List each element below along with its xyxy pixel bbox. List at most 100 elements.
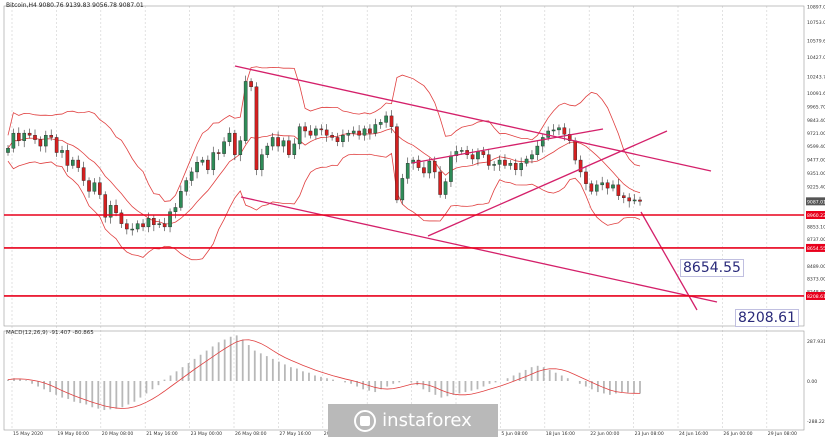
candle-body bbox=[416, 159, 421, 168]
time-tick-label: 23 Jun 08:00 bbox=[635, 431, 664, 437]
candle-body bbox=[249, 81, 253, 88]
trendline-5 bbox=[640, 211, 698, 311]
candle-body bbox=[135, 223, 140, 230]
candle-body bbox=[594, 184, 599, 192]
candle-body bbox=[152, 218, 156, 225]
candle-body bbox=[368, 128, 372, 134]
candle-body bbox=[297, 126, 302, 145]
candle-body bbox=[578, 159, 583, 173]
candle-body bbox=[492, 164, 496, 166]
time-tick-label: 29 Jun 08:00 bbox=[768, 431, 797, 437]
macd-panel: 287.931 0.00 -288.228 bbox=[7, 335, 825, 425]
candle-body bbox=[508, 163, 513, 166]
candle-body bbox=[292, 143, 297, 155]
candle-body bbox=[71, 159, 75, 166]
band-middle bbox=[7, 128, 641, 225]
time-tick-label: 21 May 16:00 bbox=[146, 431, 178, 437]
candle-body bbox=[481, 151, 486, 155]
price-tick-label: 8373.00 bbox=[807, 276, 825, 282]
candle-body bbox=[49, 135, 54, 138]
candle-body bbox=[119, 212, 124, 224]
candle-body bbox=[27, 132, 32, 136]
candle-body bbox=[308, 130, 313, 136]
candle-body bbox=[627, 197, 631, 202]
candle-body bbox=[38, 139, 43, 147]
price-tick-label: 10091.60 bbox=[807, 91, 825, 97]
candle-body bbox=[189, 171, 194, 181]
price-tick-label: 10579.60 bbox=[807, 39, 825, 45]
candle-body bbox=[405, 163, 410, 179]
time-tick-label: 26 May 08:00 bbox=[235, 431, 267, 437]
macd-label: MACD(12,26,9) -91.407 -80.865 bbox=[6, 330, 94, 336]
price-tick-label: 9965.70 bbox=[807, 105, 825, 111]
candle-body bbox=[60, 150, 64, 153]
grid bbox=[3, 5, 805, 431]
candle-body bbox=[638, 199, 642, 202]
time-tick-label: 20 May 08:00 bbox=[102, 431, 134, 437]
candle-body bbox=[162, 223, 167, 228]
target-callout-2: 8208.61 bbox=[735, 309, 799, 327]
candle-body bbox=[503, 159, 507, 166]
candle-body bbox=[611, 184, 615, 189]
candle-body bbox=[103, 194, 108, 218]
candle-body bbox=[130, 228, 135, 231]
candle-body bbox=[179, 191, 183, 208]
candle-body bbox=[432, 160, 437, 173]
price-tick-label: 8737.00 bbox=[807, 237, 825, 243]
candle-body bbox=[519, 163, 523, 170]
price-tick-label: 10753.00 bbox=[807, 20, 825, 26]
time-tick-label: 24 Jun 16:00 bbox=[679, 431, 708, 437]
candle-body bbox=[351, 130, 356, 134]
price-tick-label: 8489.00 bbox=[807, 264, 825, 270]
candle-body bbox=[76, 159, 81, 168]
time-tick-label: 5 Jun 08:00 bbox=[501, 431, 527, 437]
candle-body bbox=[513, 163, 518, 170]
price-tag-bg bbox=[806, 210, 825, 219]
candle-body bbox=[357, 130, 361, 136]
candle-body bbox=[540, 137, 545, 147]
candle-body bbox=[233, 132, 237, 155]
candle-body bbox=[173, 207, 178, 212]
macd-tick-label: 0.00 bbox=[807, 379, 817, 385]
candle-body bbox=[114, 205, 118, 214]
candle-body bbox=[287, 140, 291, 155]
price-tick-label: 9087.01 bbox=[807, 199, 825, 205]
time-tick-label: 27 May 16:00 bbox=[279, 431, 311, 437]
price-tick-label: 10897.00 bbox=[807, 4, 825, 10]
candle-body bbox=[206, 159, 210, 170]
price-tick-label: 8960.22 bbox=[807, 213, 825, 219]
candle-body bbox=[341, 135, 345, 142]
candle-body bbox=[422, 167, 426, 174]
price-tag-bg bbox=[806, 197, 825, 206]
candle-body bbox=[530, 154, 534, 160]
candle-body bbox=[168, 211, 172, 228]
logo-icon bbox=[354, 409, 377, 432]
price-tick-label: 9721.00 bbox=[807, 131, 825, 137]
macd-tick-label: -288.228 bbox=[807, 419, 825, 425]
candle-body bbox=[17, 132, 21, 141]
candle-body bbox=[400, 178, 405, 201]
candle-body bbox=[11, 132, 16, 149]
candle-body bbox=[427, 160, 432, 174]
candle-body bbox=[125, 223, 129, 230]
time-tick-label: 26 Jun 00:00 bbox=[723, 431, 752, 437]
time-tick-label: 19 May 00:00 bbox=[57, 431, 89, 437]
candle-body bbox=[378, 122, 383, 125]
candle-body bbox=[281, 140, 286, 147]
candle-body bbox=[449, 155, 453, 182]
band-upper bbox=[7, 66, 641, 202]
candle-body bbox=[330, 135, 334, 138]
price-tick-label: 9225.40 bbox=[807, 184, 825, 190]
trendline-3 bbox=[411, 128, 604, 164]
candle-body bbox=[238, 140, 243, 155]
candle-body bbox=[184, 180, 189, 192]
candle-body bbox=[195, 162, 199, 173]
price-tick-label: 8853.10 bbox=[807, 225, 825, 231]
candle-body bbox=[303, 126, 307, 132]
candle-body bbox=[470, 154, 475, 160]
candle-body bbox=[265, 145, 270, 155]
candle-body bbox=[459, 150, 464, 152]
macd-signal-line bbox=[7, 339, 641, 409]
candle-body bbox=[443, 181, 448, 195]
candle-body bbox=[276, 137, 280, 147]
